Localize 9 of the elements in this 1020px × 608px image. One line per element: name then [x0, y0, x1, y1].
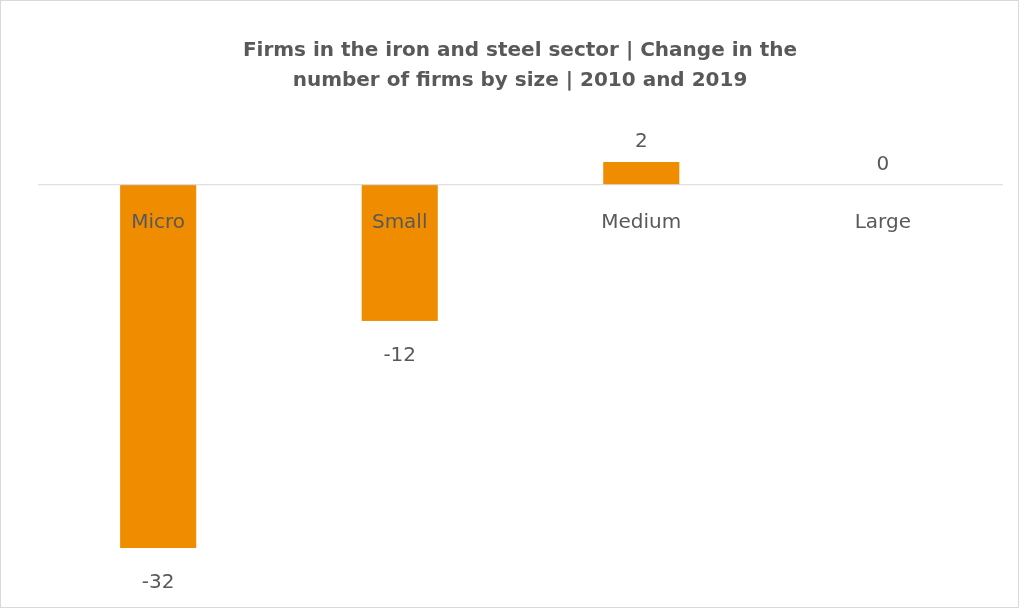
x-tick-label: Small	[371, 208, 428, 233]
x-tick-label: Medium	[601, 208, 682, 233]
chart-title: Firms in the iron and steel sector | Change in the number of firms by size | 2010 and 2019	[242, 37, 798, 91]
data-label: 0	[876, 150, 890, 175]
x-tick-label: Micro	[131, 208, 186, 233]
data-label: -32	[141, 569, 175, 593]
x-tick-label: Large	[854, 208, 911, 233]
data-label: -12	[383, 341, 417, 366]
data-label: 2	[634, 128, 648, 152]
